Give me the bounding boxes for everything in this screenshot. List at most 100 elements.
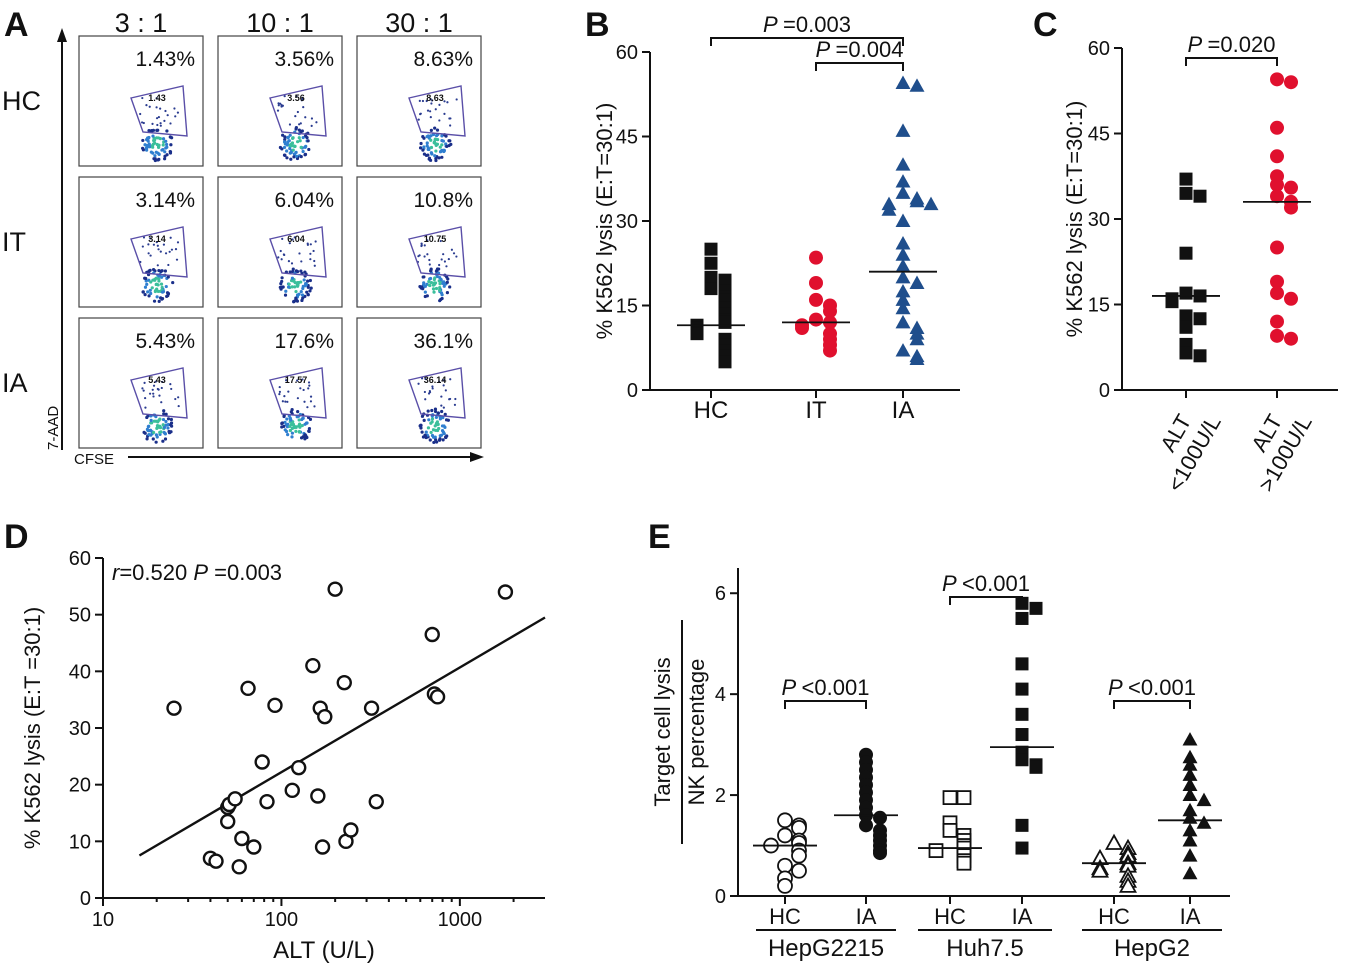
flow-event-dot (421, 99, 425, 103)
flow-event-dot (158, 394, 161, 397)
flow-event-dot (436, 411, 440, 415)
flow-event-dot (161, 137, 166, 141)
flow-event-dot (148, 392, 152, 395)
flow-event-dot (286, 433, 290, 437)
panel-d-data-point (234, 830, 250, 847)
flow-event-dot (431, 385, 434, 388)
flow-event-dot (162, 425, 167, 430)
flow-event-dot (150, 286, 154, 290)
flow-event-dot (429, 134, 433, 138)
flow-event-dot (306, 406, 309, 409)
panel-e-data-point (777, 812, 793, 829)
flow-event-dot (281, 237, 284, 240)
flow-event-dot (429, 98, 432, 101)
flow-event-dot (426, 109, 430, 112)
flow-event-dot (156, 424, 160, 428)
flow-event-dot (438, 299, 442, 303)
flow-event-dot (290, 435, 294, 439)
flow-event-dot (294, 269, 299, 273)
flow-event-dot (428, 258, 431, 262)
flow-event-dot (301, 135, 305, 140)
flow-event-dot (146, 139, 150, 143)
flow-event-dot (283, 135, 287, 139)
flow-event-dot (442, 284, 446, 288)
flow-event-dot (159, 124, 162, 127)
flow-event-dot (432, 440, 436, 445)
flow-event-dot (163, 437, 168, 441)
flow-gate-value: 3.14 (148, 234, 166, 244)
flow-event-dot (168, 135, 172, 139)
flow-event-dot (308, 384, 311, 387)
flow-event-dot (427, 392, 431, 395)
panel-e-data-point (942, 790, 958, 805)
flow-event-dot (424, 430, 428, 434)
flow-event-dot (315, 121, 318, 124)
flow-event-dot (155, 97, 158, 100)
flow-event-dot (141, 138, 145, 143)
panelC-data-point (1270, 149, 1284, 164)
panel-letter-e: E (648, 518, 671, 556)
panel-letter-c: C (1033, 6, 1058, 44)
flow-percentage: 6.04% (274, 189, 334, 212)
flow-event-dot (299, 145, 303, 149)
flow-event-dot (293, 236, 296, 239)
panelC-y-tick-label: 45 (1088, 124, 1110, 146)
panelB-data-point (909, 351, 925, 365)
panel-d-data-point (227, 791, 243, 807)
panel-d-x-tick-label: 10 (92, 909, 114, 931)
flow-event-dot (430, 408, 434, 413)
flow-event-dot (444, 389, 447, 392)
panelC-data-point (1193, 349, 1207, 363)
flow-event-dot (426, 134, 430, 138)
flow-event-dot (423, 290, 427, 294)
flow-event-dot (455, 255, 458, 258)
flow-event-dot (301, 149, 305, 154)
flow-event-dot (449, 117, 452, 120)
flow-event-dot (310, 124, 313, 127)
flow-event-dot (143, 285, 148, 289)
flow-event-dot (141, 96, 144, 100)
flow-event-dot (436, 138, 440, 142)
flow-event-dot (309, 258, 312, 261)
flow-gate (269, 226, 327, 278)
flow-event-dot (440, 404, 443, 407)
flow-event-dot (168, 151, 173, 155)
panel-e-bracket-label: P <0.001 (782, 675, 870, 700)
panel-e-data-point (1182, 802, 1198, 817)
panel-d-data-point (267, 697, 283, 714)
flow-event-dot (421, 148, 425, 152)
flow-event-dot (151, 122, 154, 126)
flow-event-dot (279, 102, 282, 105)
flow-event-dot (154, 282, 158, 287)
flow-event-dot (151, 437, 155, 441)
flow-event-dot (422, 152, 427, 156)
flow-event-dot (428, 263, 431, 266)
flow-event-dot (299, 122, 302, 125)
flow-event-dot (147, 294, 151, 298)
flow-event-dot (291, 136, 295, 140)
flow-event-dot (303, 294, 307, 298)
flow-event-dot (429, 116, 432, 119)
panel-b-bracket-1-label: P =0.003 (763, 12, 851, 37)
flow-event-dot (165, 294, 169, 299)
panel-e-data-point (1029, 601, 1043, 615)
panel-d-data-point (259, 793, 275, 810)
panel-d-y-tick-label: 50 (69, 605, 91, 627)
flow-event-dot (442, 384, 445, 387)
flow-event-dot (166, 275, 170, 279)
flow-x-arrow-head (470, 452, 484, 462)
panel-d-data-point (310, 788, 326, 804)
flow-event-dot (430, 417, 435, 421)
panel-e-data-point (777, 878, 793, 894)
flow-event-dot (288, 428, 292, 433)
flow-event-dot (442, 253, 445, 256)
panel-b-chart: 0 15 30 45 60 % K562 lysis (E:T=30:1) HC IT IA P … (592, 12, 960, 424)
flow-event-dot (288, 123, 292, 126)
flow-event-dot (160, 296, 165, 301)
flow-event-dot (434, 149, 438, 153)
flow-event-dot (164, 146, 168, 150)
flow-event-dot (160, 386, 163, 390)
flow-gate-value: 3.56 (287, 93, 305, 103)
flow-event-dot (307, 427, 312, 431)
flow-event-dot (426, 409, 430, 413)
